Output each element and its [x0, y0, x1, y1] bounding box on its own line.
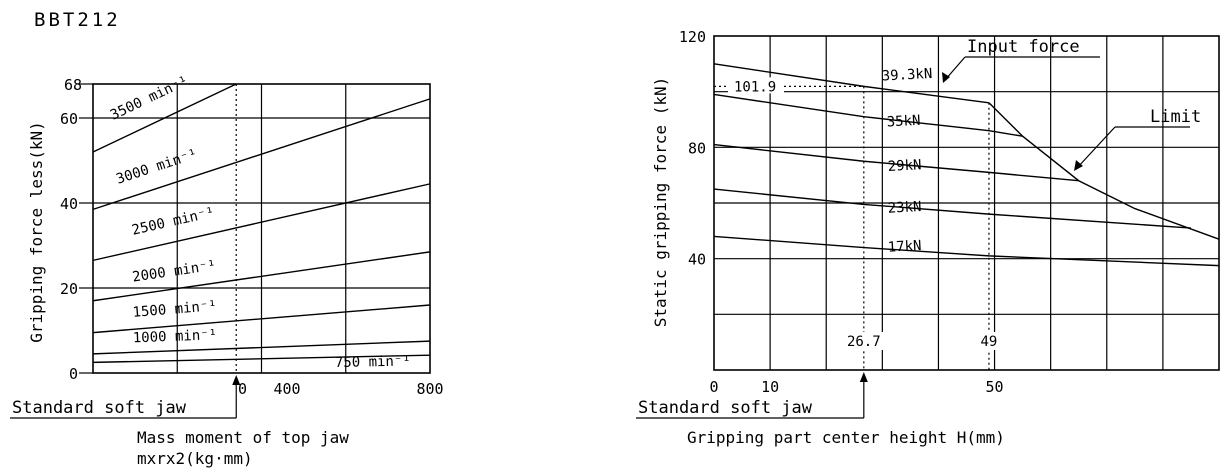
left-grid [79, 83, 431, 374]
right-curve-label-0: 39.3kN [881, 66, 932, 85]
left-curve-5 [92, 340, 431, 355]
right-curve-2 [713, 143, 1079, 182]
left-curve-label-6: 750 min⁻¹ [335, 353, 411, 371]
limit-label: Limit [1150, 107, 1201, 127]
limit-leader [1076, 126, 1116, 169]
right-ref-label: Standard soft jaw [638, 398, 813, 418]
left-y-axis-label: Gripping force less(kN) [27, 121, 46, 343]
h-26-7-label: 26.7 [847, 334, 881, 350]
right-standard-soft-jaw-marker: 26.7 49 Standard soft jaw [636, 86, 1001, 419]
left-ref-label: Standard soft jaw [12, 398, 187, 418]
input-force-label: Input force [967, 37, 1080, 57]
right-xtick-label: 50 [986, 378, 1004, 396]
left-curve-4 [92, 304, 431, 334]
h-49-label: 49 [981, 334, 998, 350]
left-ref-zero-label: 0 [238, 380, 247, 398]
model-title: BBT212 [34, 9, 121, 31]
right-ytick-label: 40 [688, 251, 706, 269]
right-xtick-label: 10 [761, 378, 779, 396]
left-curve-label-3: 2000 min⁻¹ [131, 258, 217, 286]
right-curves [713, 63, 1220, 267]
right-xtick-label: 0 [709, 378, 718, 396]
input-force-arrow [942, 72, 950, 83]
right-ytick-label: 80 [688, 139, 706, 157]
left-curves [92, 83, 431, 364]
right-y-axis-label: Static gripping force (kN) [651, 77, 670, 327]
left-x-axis-label: Mass moment of top jaw [137, 428, 349, 447]
left-standard-soft-jaw-marker: Standard soft jaw 0 [10, 84, 247, 419]
right-curve-labels: 39.3kN 35kN 29kN 23kN 17kN Input force Limit 10… [714, 37, 1201, 256]
right-curve-label-3: 23kN [887, 199, 922, 217]
right-ytick-label: 120 [679, 28, 706, 46]
right-curve-label-2: 29kN [887, 157, 922, 175]
static-gripping-force-chart: 40 80 120 0 10 50 39.3kN 35kN 29kN 23kN 17kN Input… [636, 28, 1220, 447]
left-curve-1 [92, 98, 431, 211]
left-x-axis-label-unit: mxrx2(kg·mm) [137, 449, 253, 468]
right-curve-4 [713, 235, 1220, 267]
value-101-9-bg [728, 77, 784, 94]
left-ytick-label: 60 [60, 110, 78, 128]
right-curve-1 [713, 93, 1023, 137]
left-curve-label-2: 2500 min⁻¹ [130, 205, 216, 239]
left-curve-0 [92, 83, 237, 153]
left-tick-labels: 0 20 40 60 68 400 800 [60, 76, 444, 398]
right-grid [713, 35, 1220, 371]
right-curve-label-4: 17kN [887, 238, 922, 256]
left-xtick-label: 400 [274, 380, 301, 398]
right-curve-3 [713, 188, 1191, 229]
left-xtick-label: 800 [416, 380, 443, 398]
left-curve-6 [92, 354, 431, 364]
right-ref-arrow [859, 372, 868, 382]
right-curve-5 [988, 102, 1220, 240]
left-ytick-label: 20 [60, 280, 78, 298]
left-ytick-label: 0 [69, 365, 78, 383]
right-tick-labels: 40 80 120 0 10 50 [679, 28, 1004, 396]
left-curve-label-5: 1000 min⁻¹ [133, 327, 218, 346]
left-ytick-label: 68 [64, 76, 82, 94]
left-ref-arrow [232, 375, 241, 385]
left-curve-2 [92, 183, 431, 262]
gripping-force-loss-chart: 0 20 40 60 68 400 800 3500 min⁻¹ 3000 min⁻¹ 2500… [10, 73, 444, 468]
h-49-bg [976, 332, 1001, 350]
left-curve-label-1: 3000 min⁻¹ [114, 146, 199, 187]
left-curve-label-4: 1500 min⁻¹ [132, 298, 217, 321]
left-curve-3 [92, 251, 431, 302]
value-101-9-label: 101.9 [734, 79, 776, 95]
left-curve-label-0: 3500 min⁻¹ [108, 73, 191, 124]
right-curve-label-1: 35kN [886, 113, 921, 131]
right-x-axis-label: Gripping part center height H(mm) [687, 428, 1005, 447]
left-ytick-label: 40 [60, 195, 78, 213]
h-26-7-bg [839, 332, 888, 350]
limit-arrow [1074, 160, 1083, 171]
